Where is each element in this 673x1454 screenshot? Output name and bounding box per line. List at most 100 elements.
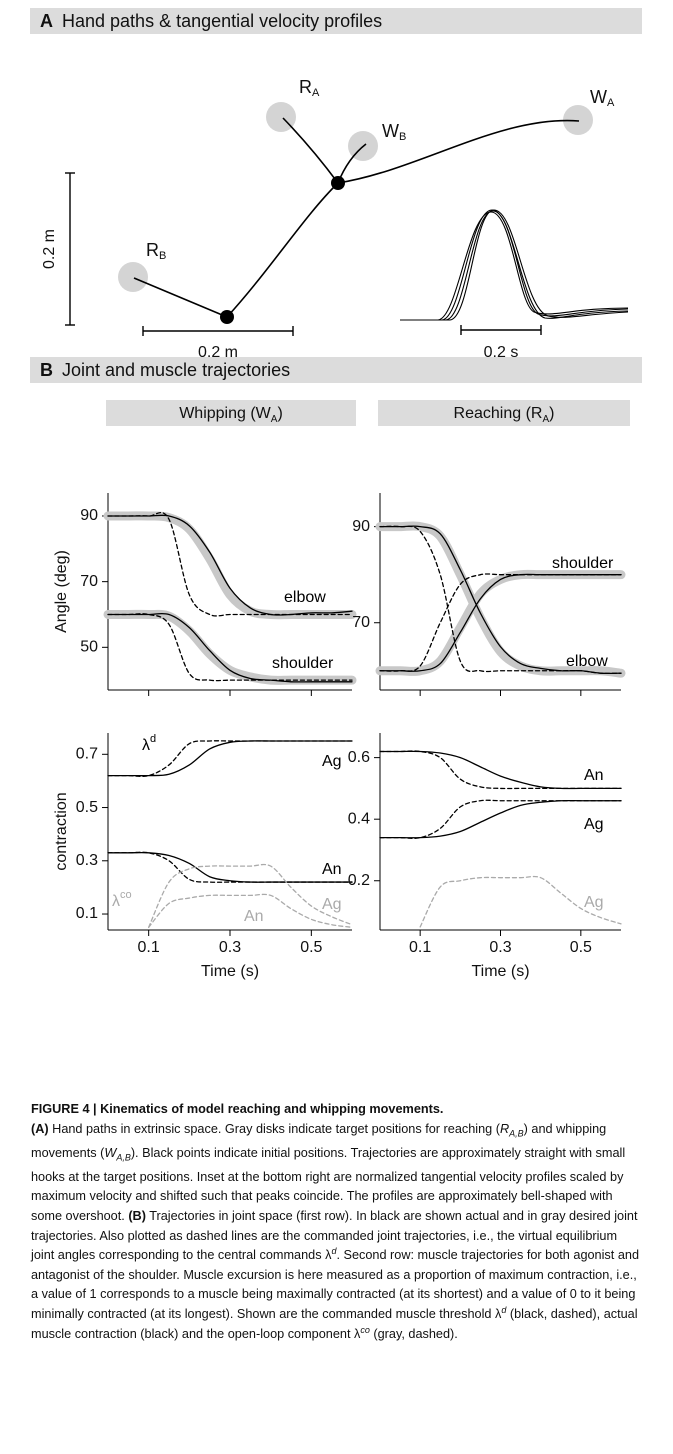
annotation-text: Ag bbox=[584, 894, 604, 911]
velocity-profiles bbox=[400, 209, 629, 321]
column-header-tail: ) bbox=[549, 405, 554, 422]
y-tick-label: 0.3 bbox=[76, 852, 98, 869]
annotation-sup: d bbox=[150, 733, 156, 745]
column-header-text: Reaching (R bbox=[454, 405, 543, 422]
annotation: elbow bbox=[284, 589, 326, 606]
target-label: RB bbox=[146, 240, 166, 262]
x-tick-label: 0.5 bbox=[300, 939, 322, 956]
column-header: Whipping (WA) bbox=[179, 405, 283, 424]
start-point bbox=[220, 310, 234, 324]
series-line bbox=[107, 851, 353, 883]
y-tick-label: 0.5 bbox=[76, 799, 98, 816]
series-line bbox=[107, 740, 353, 778]
series-line bbox=[107, 740, 353, 777]
caption-run: d bbox=[501, 1304, 507, 1315]
caption-run: d bbox=[331, 1245, 337, 1256]
y-tick-label: 70 bbox=[352, 614, 370, 631]
annotation: shoulder bbox=[552, 555, 614, 572]
y-axis-label: Angle (deg) bbox=[53, 550, 70, 633]
caption-run: FIGURE 4 | Kinematics of model reaching … bbox=[31, 1102, 444, 1116]
target-label-sub: B bbox=[159, 250, 166, 262]
y-tick-label: 0.6 bbox=[348, 749, 370, 766]
scale-label: 0.2 m bbox=[41, 229, 58, 269]
caption-run: W bbox=[104, 1145, 117, 1160]
series-line bbox=[375, 521, 626, 678]
caption-run: R bbox=[499, 1121, 510, 1136]
target-label-text: W bbox=[590, 87, 607, 107]
x-tick-label: 0.3 bbox=[219, 939, 241, 956]
series-line bbox=[148, 893, 353, 928]
y-tick-label: 90 bbox=[352, 518, 370, 535]
annotation: Ag bbox=[322, 896, 342, 913]
header-bar bbox=[30, 357, 642, 383]
annotation: shoulder bbox=[272, 655, 334, 672]
x-tick-label: 0.5 bbox=[570, 939, 592, 956]
start-point bbox=[331, 176, 345, 190]
y-tick-label: 0.2 bbox=[348, 872, 370, 889]
caption-run: (A) bbox=[31, 1121, 49, 1136]
annotation: An bbox=[322, 861, 342, 878]
target-label: WB bbox=[382, 121, 406, 143]
caption-run: A,B bbox=[116, 1152, 131, 1163]
x-axis-label: Time (s) bbox=[201, 963, 259, 980]
path bbox=[133, 277, 228, 318]
column-header-text: Whipping (W bbox=[179, 405, 271, 422]
annotation: Ag bbox=[322, 753, 342, 770]
panel-title: Hand paths & tangential velocity profile… bbox=[62, 11, 382, 31]
target-label-sub: A bbox=[607, 97, 615, 109]
caption-run: co bbox=[360, 1324, 370, 1335]
caption-run: (black, dashed), actual muscle contracti… bbox=[31, 1307, 638, 1341]
caption-run: (gray, dashed). bbox=[369, 1326, 458, 1341]
figure: A Hand paths & tangential velocity profi… bbox=[30, 8, 642, 980]
column-header-sub: A bbox=[271, 414, 278, 425]
annotation: elbow bbox=[566, 653, 608, 670]
annotation-text: Ag bbox=[322, 753, 342, 770]
annotation-text: shoulder bbox=[552, 555, 614, 572]
scale-label: 0.2 m bbox=[198, 344, 238, 361]
y-tick-label: 90 bbox=[80, 507, 98, 524]
series-line bbox=[107, 511, 353, 617]
hand-paths bbox=[118, 102, 593, 324]
panel-title: Joint and muscle trajectories bbox=[62, 360, 290, 380]
annotation-sup: co bbox=[120, 889, 132, 901]
column-header-tail: ) bbox=[277, 405, 282, 422]
annotation: λd bbox=[142, 733, 156, 754]
path bbox=[282, 117, 339, 184]
series-line bbox=[379, 573, 622, 672]
path bbox=[337, 119, 580, 184]
y-tick-label: 0.1 bbox=[76, 905, 98, 922]
annotation-text: shoulder bbox=[272, 655, 334, 672]
target-label-sub: B bbox=[399, 131, 406, 143]
x-tick-label: 0.3 bbox=[489, 939, 511, 956]
annotation-text: elbow bbox=[284, 589, 326, 606]
caption-run: . Second row: muscle trajectories for bo… bbox=[31, 1248, 639, 1321]
target-label-text: W bbox=[382, 121, 399, 141]
target-label-text: R bbox=[146, 240, 159, 260]
target-disk bbox=[563, 105, 593, 135]
target-label-text: R bbox=[299, 77, 312, 97]
annotation-text: λ bbox=[142, 737, 150, 754]
column-header-bar bbox=[378, 400, 630, 426]
annotation-text: An bbox=[584, 767, 604, 784]
caption-run: A,B bbox=[509, 1128, 524, 1139]
header-bar bbox=[30, 8, 642, 34]
series-line bbox=[107, 613, 353, 682]
annotation-text: Ag bbox=[322, 896, 342, 913]
series-line bbox=[379, 799, 622, 839]
annotation-text: An bbox=[322, 861, 342, 878]
annotation: An bbox=[244, 908, 264, 925]
caption-run: ) and whipping movements ( bbox=[31, 1121, 607, 1160]
series-line bbox=[379, 525, 622, 675]
y-tick-label: 70 bbox=[80, 573, 98, 590]
column-header: Reaching (RA) bbox=[454, 405, 555, 424]
annotation-text: Ag bbox=[584, 816, 604, 833]
caption-run: (B) bbox=[128, 1209, 146, 1224]
y-tick-label: 0.7 bbox=[76, 746, 98, 763]
x-tick-label: 0.1 bbox=[409, 939, 431, 956]
scale-bars bbox=[65, 172, 542, 336]
series-line bbox=[107, 612, 353, 683]
annotation-text: λ bbox=[112, 893, 120, 910]
y-tick-label: 0.4 bbox=[348, 810, 370, 827]
annotation: Ag bbox=[584, 894, 604, 911]
